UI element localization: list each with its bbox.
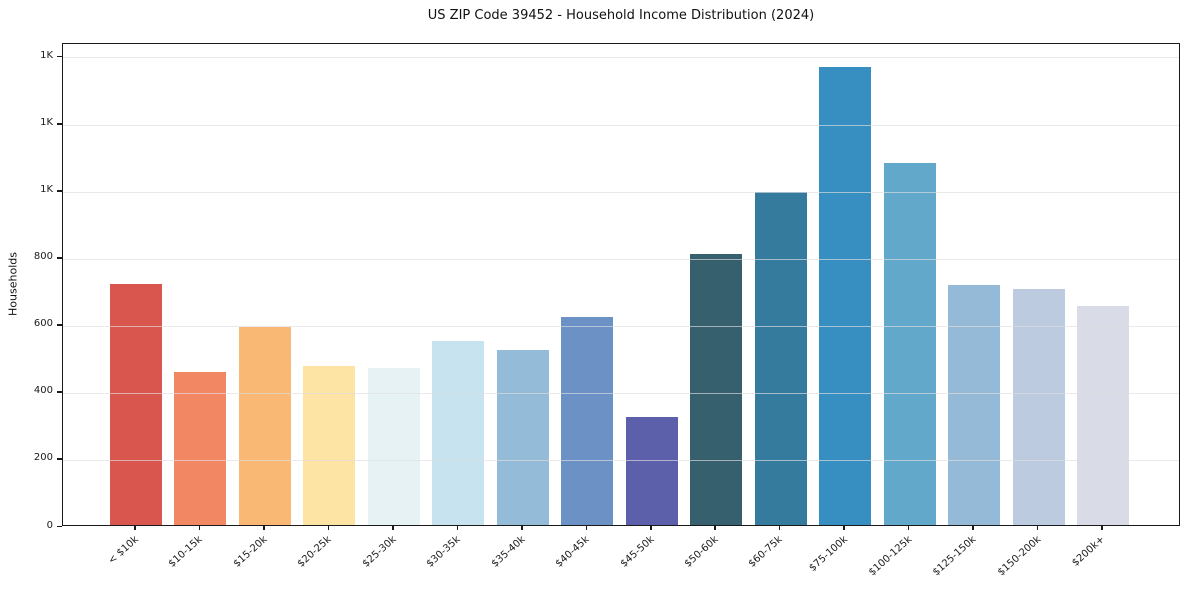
x-tick-mark [327, 526, 330, 530]
y-tick-mark [57, 123, 62, 125]
x-tick-mark [907, 526, 910, 530]
y-tick-label: 800 [33, 251, 53, 263]
x-tick-label: $20-25k [295, 534, 334, 570]
x-tick-mark [714, 526, 716, 530]
x-tick-label: $35-40k [489, 534, 528, 570]
y-tick-mark [57, 190, 62, 192]
bar-12 [819, 67, 872, 525]
bar-10 [690, 253, 743, 525]
x-tick-mark [198, 526, 201, 530]
y-tick-mark [57, 55, 62, 58]
x-tick-label: $200k+ [1070, 534, 1108, 569]
bar-11 [754, 191, 807, 525]
x-tick-mark [392, 526, 394, 530]
plot-area [62, 43, 1180, 526]
bar-4 [303, 365, 356, 525]
y-tick-label: 400 [33, 385, 53, 397]
x-tick-label: $125-150k [931, 534, 979, 579]
x-tick-mark [134, 526, 136, 530]
x-tick-label: $40-45k [553, 534, 592, 570]
y-tick-mark [57, 324, 62, 326]
gridline-y-1200 [63, 124, 1179, 126]
x-tick-mark [521, 526, 523, 530]
x-tick-mark [1101, 526, 1103, 530]
x-tick-label: $25-30k [360, 534, 399, 570]
y-tick-label: 1K [40, 49, 53, 61]
bar-9 [625, 417, 678, 525]
x-tick-mark [456, 526, 459, 530]
x-tick-label: $100-125k [866, 534, 915, 579]
gridline-y-200 [63, 459, 1179, 461]
x-tick-label: $150-200k [995, 534, 1043, 579]
bar-8 [561, 317, 614, 525]
x-tick-mark [585, 526, 588, 530]
x-tick-mark [843, 526, 845, 530]
x-tick-mark [263, 526, 265, 530]
gridline-y-800 [63, 258, 1179, 260]
x-tick-mark [972, 526, 974, 530]
gridline-y-1000 [63, 191, 1179, 193]
bar-13 [883, 163, 936, 525]
bar-14 [948, 284, 1001, 525]
gridline-y-400 [63, 392, 1179, 394]
x-tick-label: < $10k [105, 534, 141, 567]
x-tick-label: $60-75k [747, 534, 786, 570]
y-tick-mark [57, 391, 62, 393]
bar-16 [1077, 306, 1130, 525]
x-tick-label: $10-15k [166, 534, 205, 570]
gridline-y-600 [63, 325, 1179, 327]
bar-7 [496, 349, 549, 525]
bar-1 [110, 284, 162, 525]
chart-title: US ZIP Code 39452 - Household Income Dis… [427, 8, 815, 23]
x-tick-mark [650, 526, 652, 530]
y-tick-label: 1K [40, 117, 53, 128]
y-tick-label: 600 [33, 318, 53, 330]
y-tick-label: 1K [40, 184, 53, 196]
x-tick-mark [1036, 526, 1039, 530]
gridline-y-1400 [63, 57, 1179, 59]
bar-6 [432, 340, 485, 525]
y-tick-label: 0 [46, 519, 53, 531]
y-tick-mark [57, 257, 62, 259]
bar-15 [1012, 288, 1065, 525]
x-tick-label: $15-20k [231, 534, 270, 570]
y-tick-mark [57, 458, 62, 460]
x-tick-label: $50-60k [682, 534, 721, 570]
x-tick-mark [778, 526, 781, 530]
x-tick-label: $75-100k [806, 534, 850, 575]
y-tick-label: 200 [33, 452, 53, 464]
x-tick-label: $30-35k [424, 534, 463, 570]
x-tick-label: $45-50k [618, 534, 657, 570]
bar-3 [238, 327, 291, 525]
y-tick-mark [57, 525, 62, 527]
bar-5 [367, 368, 420, 525]
bar-2 [174, 372, 227, 525]
